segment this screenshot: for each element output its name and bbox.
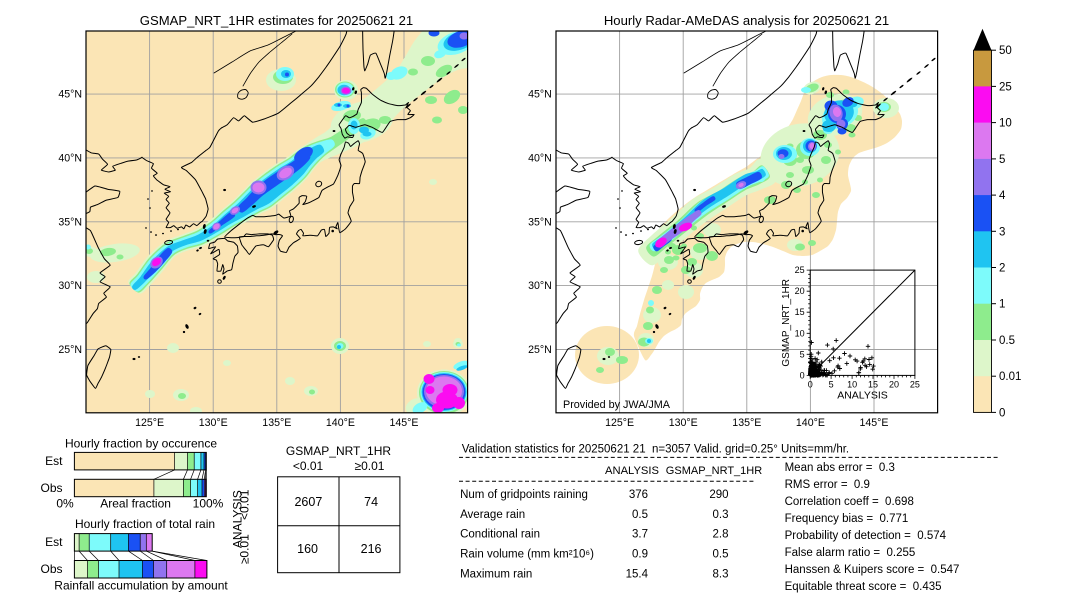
svg-text:5: 5 (999, 154, 1005, 166)
svg-text:10: 10 (847, 379, 857, 389)
svg-text:15.4: 15.4 (626, 568, 649, 580)
svg-text:Average rain: Average rain (460, 509, 525, 521)
svg-text:15: 15 (795, 307, 805, 317)
svg-text:Mean abs error = 0.3: Mean abs error = 0.3 (785, 462, 895, 474)
svg-text:216: 216 (361, 542, 382, 556)
svg-text:145°E: 145°E (390, 417, 419, 429)
svg-text:25: 25 (999, 81, 1012, 93)
svg-text:35°N: 35°N (528, 216, 552, 228)
svg-text:Obs: Obs (40, 562, 62, 576)
svg-text:0.5: 0.5 (632, 509, 648, 521)
svg-text:45°N: 45°N (528, 89, 552, 101)
svg-text:45°N: 45°N (58, 89, 82, 101)
svg-text:0: 0 (808, 379, 813, 389)
svg-text:RMS error = 0.9: RMS error = 0.9 (785, 479, 870, 491)
svg-text:125°E: 125°E (135, 417, 164, 429)
svg-text:GSMAP_NRT_1HR: GSMAP_NRT_1HR (286, 444, 391, 458)
svg-text:False alarm ratio = 0.255: False alarm ratio = 0.255 (785, 547, 916, 559)
svg-text:GSMAP_NRT_1HR: GSMAP_NRT_1HR (666, 465, 762, 477)
svg-text:2607: 2607 (294, 495, 322, 509)
svg-text:0.9: 0.9 (632, 549, 648, 561)
svg-text:10: 10 (795, 328, 805, 338)
svg-text:50: 50 (999, 45, 1012, 57)
svg-text:130°E: 130°E (669, 417, 698, 429)
svg-text:ANALYSIS: ANALYSIS (837, 389, 888, 401)
svg-text:10: 10 (999, 118, 1012, 130)
svg-text:140°E: 140°E (326, 417, 355, 429)
svg-text:130°E: 130°E (199, 417, 228, 429)
svg-text:3: 3 (999, 226, 1005, 238)
svg-text:0.01: 0.01 (999, 371, 1021, 383)
svg-text:30°N: 30°N (58, 280, 82, 292)
svg-text:135°E: 135°E (262, 417, 291, 429)
svg-text:Num of gridpoints raining: Num of gridpoints raining (460, 489, 588, 501)
svg-text:25: 25 (795, 265, 805, 275)
svg-text:Rainfall accumulation by amoun: Rainfall accumulation by amount (54, 579, 228, 593)
svg-text:5: 5 (800, 349, 805, 359)
svg-text:≥0.01: ≥0.01 (355, 459, 385, 473)
svg-text:Rain volume (mm km²10⁶): Rain volume (mm km²10⁶) (460, 549, 594, 561)
svg-text:<0.01: <0.01 (293, 459, 324, 473)
svg-text:40°N: 40°N (528, 152, 552, 164)
svg-text:Provided by JWA/JMA: Provided by JWA/JMA (563, 399, 671, 411)
svg-text:Hanssen & Kuipers score = 0.5: Hanssen & Kuipers score = 0.547 (785, 564, 960, 576)
svg-text:40°N: 40°N (58, 152, 82, 164)
svg-text:GSMAP_NRT_1HR: GSMAP_NRT_1HR (781, 279, 792, 367)
svg-text:Obs: Obs (40, 481, 62, 495)
svg-text:Frequency bias = 0.771: Frequency bias = 0.771 (785, 513, 909, 525)
svg-text:20: 20 (795, 286, 805, 296)
svg-text:100%: 100% (193, 497, 224, 511)
svg-text:0.5: 0.5 (999, 335, 1015, 347)
svg-text:Hourly Radar-AMeDAS analysis f: Hourly Radar-AMeDAS analysis for 2025062… (604, 13, 889, 28)
svg-text:25°N: 25°N (528, 344, 552, 356)
svg-text:35°N: 35°N (58, 216, 82, 228)
svg-text:0.3: 0.3 (713, 509, 729, 521)
svg-text:ANALYSIS: ANALYSIS (605, 465, 659, 477)
svg-text:Equitable threat score = 0.43: Equitable threat score = 0.435 (785, 581, 942, 593)
svg-text:8.3: 8.3 (713, 568, 729, 580)
svg-text:25: 25 (910, 379, 920, 389)
svg-text:125°E: 125°E (605, 417, 634, 429)
svg-text:2.8: 2.8 (713, 529, 729, 541)
svg-text:30°N: 30°N (528, 280, 552, 292)
svg-text:Probability of detection = 0.: Probability of detection = 0.574 (785, 530, 947, 542)
svg-text:135°E: 135°E (732, 417, 761, 429)
svg-text:0: 0 (800, 370, 805, 380)
svg-text:145°E: 145°E (860, 417, 889, 429)
svg-text:25°N: 25°N (58, 344, 82, 356)
svg-text:Correlation coeff = 0.698: Correlation coeff = 0.698 (785, 496, 914, 508)
svg-text:0: 0 (999, 407, 1005, 419)
svg-text:290: 290 (709, 489, 728, 501)
svg-text:4: 4 (999, 190, 1006, 202)
svg-text:Areal fraction: Areal fraction (100, 497, 171, 511)
svg-text:376: 376 (629, 489, 648, 501)
svg-text:20: 20 (889, 379, 899, 389)
svg-text:140°E: 140°E (796, 417, 825, 429)
svg-text:74: 74 (364, 495, 378, 509)
svg-text:Hourly fraction by occurence: Hourly fraction by occurence (65, 437, 217, 451)
svg-text:2: 2 (999, 263, 1005, 275)
svg-text:≥0.01: ≥0.01 (238, 534, 252, 564)
svg-text:GSMAP_NRT_1HR estimates for 20: GSMAP_NRT_1HR estimates for 20250621 21 (140, 13, 413, 28)
svg-text:Validation statistics for 2025: Validation statistics for 20250621 21 n=… (462, 444, 849, 456)
svg-text:<0.01: <0.01 (238, 489, 252, 520)
svg-text:Est: Est (45, 454, 63, 468)
svg-text:0%: 0% (56, 497, 74, 511)
svg-text:Est: Est (45, 535, 63, 549)
svg-text:160: 160 (297, 542, 318, 556)
svg-text:Maximum rain: Maximum rain (460, 568, 532, 580)
svg-text:Hourly fraction of total rain: Hourly fraction of total rain (75, 517, 215, 531)
svg-text:15: 15 (868, 379, 878, 389)
svg-text:1: 1 (999, 299, 1005, 311)
svg-text:0.5: 0.5 (713, 549, 729, 561)
svg-text:5: 5 (829, 379, 834, 389)
svg-text:Conditional rain: Conditional rain (460, 529, 540, 541)
svg-text:3.7: 3.7 (632, 529, 648, 541)
svg-text:ANALYSIS: ANALYSIS (231, 490, 245, 548)
